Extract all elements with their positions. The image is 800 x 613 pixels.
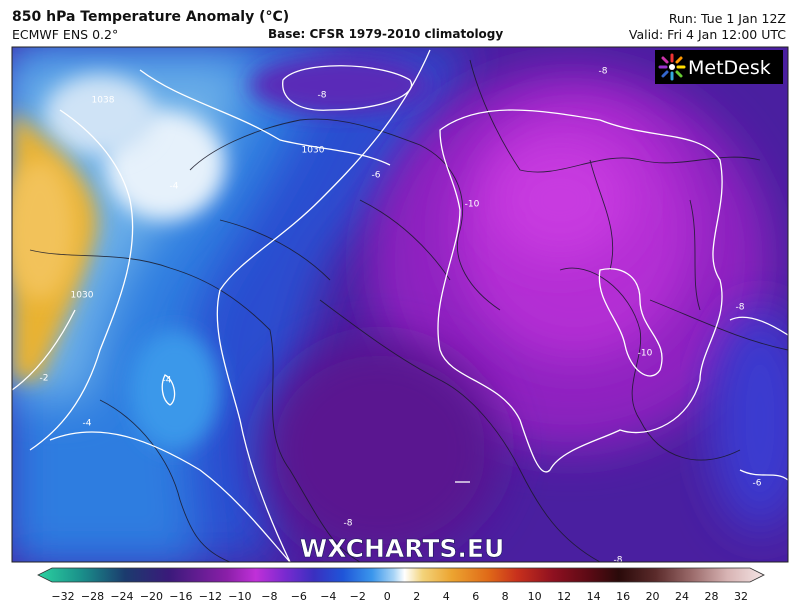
colorbar-label: −2 — [350, 590, 366, 603]
title: 850 hPa Temperature Anomaly (°C) — [12, 9, 290, 25]
contour-label: -6 — [372, 171, 381, 181]
colorbar-labels: −32 −28 −24 −20 −16 −12 −10 −8 −6 −4 −2 0 2 4 6 8 10 12 14… — [51, 590, 748, 603]
colorbar-label: 2 — [413, 590, 420, 603]
colorbar-label: 12 — [557, 590, 571, 603]
colorbar-label: −8 — [261, 590, 277, 603]
colorbar-label: −28 — [81, 590, 104, 603]
logo-icon — [658, 53, 686, 81]
colorbar-label: 0 — [384, 590, 391, 603]
colorbar-label: 16 — [616, 590, 630, 603]
base: Base: CFSR 1979-2010 climatology — [268, 27, 504, 41]
colorbar-label: −20 — [140, 590, 163, 603]
run: Run: Tue 1 Jan 12Z — [668, 11, 786, 26]
colorbar-label: −12 — [199, 590, 222, 603]
logo-box — [655, 50, 783, 84]
colorbar-label: 4 — [443, 590, 450, 603]
colorbar-label: 28 — [705, 590, 719, 603]
contour-label: -8 — [614, 556, 623, 566]
contour-label: -4 — [170, 182, 179, 192]
colorbar-label: 24 — [675, 590, 689, 603]
contour-labels: -8 -8 1038 1030 -4 -6 -10 1030 -8 -10 -2 -4 -4 -8 -6 -8 — [40, 67, 762, 566]
colorbar — [37, 567, 765, 583]
map-field: -8 -8 1038 1030 -4 -6 -10 1030 -8 -10 -2 -4 -4 -8 -6 -8 — [12, 47, 788, 566]
colorbar-label: −10 — [228, 590, 251, 603]
contour-label: 1030 — [302, 146, 325, 156]
colorbar-label: 6 — [472, 590, 479, 603]
contour-label: -8 — [736, 303, 745, 313]
contour-label: -4 — [163, 376, 172, 386]
logo-text: MetDesk — [688, 57, 771, 79]
colorbar-label: −16 — [169, 590, 192, 603]
valid: Valid: Fri 4 Jan 12:00 UTC — [628, 27, 786, 42]
contour-label: -4 — [83, 419, 92, 429]
contour-label: -8 — [599, 67, 608, 77]
colorbar-label: −24 — [110, 590, 133, 603]
model: ECMWF ENS 0.2° — [12, 27, 119, 42]
contour-label: -10 — [465, 200, 480, 210]
colorbar-label: 10 — [528, 590, 542, 603]
contour-label: -8 — [318, 91, 327, 101]
watermark: WXCHARTS.EU — [300, 534, 505, 563]
contour-label: 1030 — [71, 291, 94, 301]
contour-label: -10 — [638, 349, 653, 359]
contour-label: -8 — [344, 519, 353, 529]
colorbar-label: 8 — [502, 590, 509, 603]
colorbar-label: −6 — [291, 590, 307, 603]
colorbar-label: 32 — [734, 590, 748, 603]
colorbar-label: −32 — [51, 590, 74, 603]
colorbar-label: −4 — [320, 590, 336, 603]
contour-label: 1038 — [92, 96, 115, 106]
contour-label: -6 — [753, 479, 762, 489]
contour-label: -2 — [40, 374, 49, 384]
colorbar-label: 20 — [646, 590, 660, 603]
colorbar-label: 14 — [587, 590, 601, 603]
